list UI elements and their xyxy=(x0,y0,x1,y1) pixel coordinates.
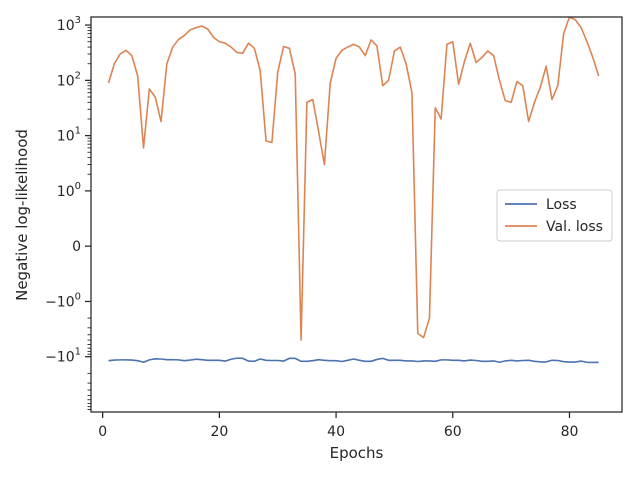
x-tick-label: 20 xyxy=(210,424,228,440)
plot-layer xyxy=(107,17,600,364)
axes-layer: 0 20 40 60 80 103 102 101 100 0 −100 −101 xyxy=(45,15,623,440)
y-tick-label: −100 xyxy=(45,291,81,310)
plot-frame xyxy=(90,16,623,413)
y-axis-label: Negative log-likelihood xyxy=(13,129,31,301)
x-tick-label: 40 xyxy=(327,424,345,440)
x-tick-label: 0 xyxy=(98,424,107,440)
legend-label-val-loss: Val. loss xyxy=(546,219,603,235)
y-tick-label: 101 xyxy=(57,126,81,145)
legend-frame xyxy=(496,189,613,242)
legend: Loss Val. loss xyxy=(496,189,613,242)
x-tick-label: 60 xyxy=(444,424,462,440)
series-line-val-loss xyxy=(107,17,600,341)
legend-label-loss: Loss xyxy=(546,197,577,213)
y-tick-label: 102 xyxy=(57,70,81,89)
y-tick-label: 100 xyxy=(57,181,81,200)
y-tick-label: 0 xyxy=(72,239,81,255)
series-line-loss xyxy=(108,357,599,364)
y-tick-label: −101 xyxy=(45,347,81,366)
y-tick-label: 103 xyxy=(57,15,81,34)
x-tick-label: 80 xyxy=(561,424,579,440)
x-axis-label: Epochs xyxy=(330,444,384,462)
